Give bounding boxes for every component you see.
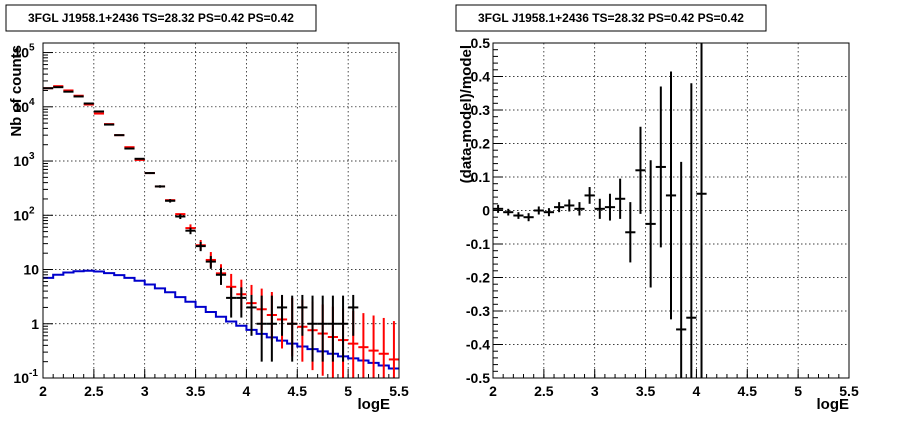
counts-y-tick-label: 10: [13, 207, 29, 223]
residuals-axis-ticks: 2 2.5 3 3.5 4 4.5 5 5.5 -0.5 -0.4 -0.3 -0.2 -0.1 0 0.1…: [466, 35, 859, 399]
residuals-x-axis-title: logE: [817, 396, 850, 413]
counts-y-tick-exponent: 4: [29, 97, 35, 108]
counts-x-tick-label: 2: [39, 383, 47, 399]
counts-x-tick-label: 2.5: [84, 383, 104, 399]
residuals-x-tick-label: 3: [591, 383, 599, 399]
counts-plot-area: [43, 85, 399, 378]
counts-y-tick-label: 10: [13, 99, 29, 115]
residuals-y-tick-label: -0.1: [466, 236, 490, 252]
counts-y-tick-exponent: 3: [29, 151, 35, 162]
counts-plot-frame: [42, 42, 400, 379]
residuals-plot-area: [493, 43, 707, 378]
residuals-x-tick-label: 2: [489, 383, 497, 399]
counts-y-axis-title: Nb of counts: [8, 45, 25, 137]
source-model-histogram: [43, 269, 399, 370]
residuals-x-tick-label: 3.5: [636, 383, 656, 399]
residuals-x-tick-label: 2.5: [534, 383, 554, 399]
residuals-title-box: [455, 4, 767, 32]
counts-y-tick-label: 10: [13, 153, 29, 169]
counts-y-tick-exponent: 2: [29, 205, 35, 216]
counts-y-tick-label: 10: [13, 45, 29, 61]
residuals-y-tick-label: 0.4: [471, 69, 491, 85]
residuals-y-tick-label: 0.2: [471, 136, 491, 152]
residuals-y-tick-label: -0.3: [466, 303, 490, 319]
counts-y-tick-label: 10: [23, 262, 39, 278]
residuals-y-tick-label: 0.5: [471, 35, 491, 51]
counts-x-tick-label: 4.5: [288, 383, 308, 399]
counts-x-tick-label: 5.5: [389, 383, 409, 399]
residuals-y-tick-label: -0.5: [466, 370, 490, 386]
counts-x-tick-label: 4: [243, 383, 251, 399]
residuals-x-tick-label: 4: [693, 383, 701, 399]
residuals-y-tick-label: 0.1: [471, 169, 491, 185]
counts-y-tick-exponent: -1: [29, 368, 38, 379]
counts-y-tick-exponent: 5: [29, 43, 35, 54]
counts-x-tick-label: 3.5: [186, 383, 206, 399]
counts-x-tick-label: 5: [344, 383, 352, 399]
counts-x-tick-label: 3: [141, 383, 149, 399]
counts-y-tick-label: 1: [31, 316, 39, 332]
residuals-y-tick-label: -0.2: [466, 270, 490, 286]
residuals-panel: 3FGL J1958.1+2436 TS=28.32 PS=0.42 PS=0.…: [455, 4, 859, 413]
residuals-y-tick-label: -0.4: [466, 337, 490, 353]
residuals-y-tick-label: 0: [482, 203, 490, 219]
residuals-gridlines: [493, 43, 849, 378]
counts-x-axis-title: logE: [358, 396, 391, 413]
residuals-x-tick-label: 5: [794, 383, 802, 399]
counts-y-tick-label: 10: [13, 370, 29, 386]
counts-gridlines: [43, 43, 399, 378]
residuals-y-tick-label: 0.3: [471, 102, 491, 118]
residuals-x-tick-label: 4.5: [738, 383, 758, 399]
counts-title-box: [5, 4, 317, 32]
counts-title: 3FGL J1958.1+2436 TS=28.32 PS=0.42 PS=0.…: [28, 11, 294, 25]
residuals-y-axis-title: (data-model)/model: [458, 45, 475, 183]
counts-panel: 3FGL J1958.1+2436 TS=28.32 PS=0.42 PS=0.…: [5, 4, 409, 413]
residuals-title: 3FGL J1958.1+2436 TS=28.32 PS=0.42 PS=0.…: [478, 11, 744, 25]
residuals-x-tick-label: 5.5: [839, 383, 859, 399]
